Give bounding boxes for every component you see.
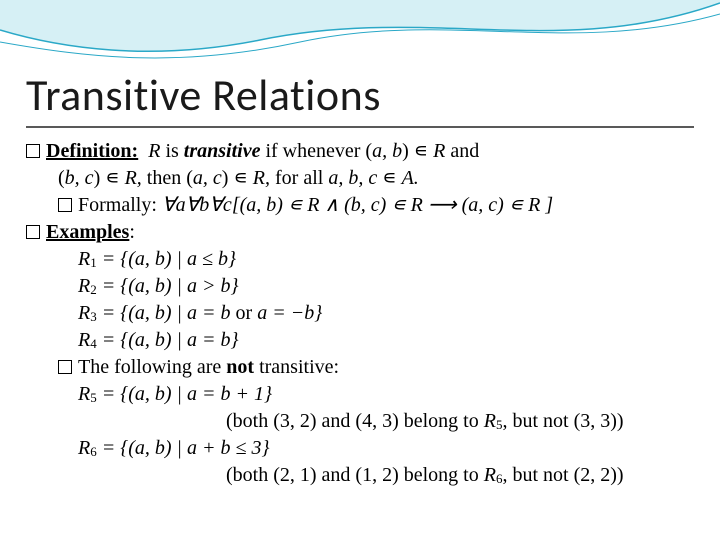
r-symbol: R	[78, 437, 90, 459]
def-text: R	[148, 140, 160, 162]
definition-line-2: (b, c) ∊ R, then (a, c) ∊ R, for all a, …	[26, 165, 694, 192]
def-text: A.	[402, 167, 419, 189]
not-text: The following are	[78, 356, 226, 378]
def-text: R,	[125, 167, 142, 189]
formally-label: Formally:	[78, 194, 162, 216]
not-transitive-header: The following are not transitive:	[26, 354, 694, 381]
square-bullet-icon	[58, 360, 72, 374]
r-body: = {(a, b) | a = b	[97, 302, 236, 324]
def-text: transitive	[184, 140, 261, 162]
formally-line: Formally: ∀a∀b∀c[(a, b) ∊ R ∧ (b, c) ∊ R…	[26, 192, 694, 219]
formally-body: ∀a∀b∀c[(a, b) ∊ R ∧ (b, c) ∊ R ⟶ (a, c) …	[162, 194, 553, 216]
def-text: a, b	[372, 140, 402, 162]
example-r6: R6 = {(a, b) | a + b ≤ 3}	[26, 435, 694, 462]
definition-line-1: Definition: R is transitive if whenever …	[26, 138, 694, 165]
r-body: = {(a, b) | a ≤ b}	[97, 248, 236, 270]
def-text: and	[445, 140, 479, 162]
square-bullet-icon	[26, 225, 40, 239]
explain-text: , but not (2, 2))	[502, 464, 623, 486]
r-symbol: R	[484, 410, 496, 432]
r-symbol: R	[78, 383, 90, 405]
r-body: = {(a, b) | a = b}	[97, 329, 239, 351]
square-bullet-icon	[26, 144, 40, 158]
def-text: then (	[142, 167, 193, 189]
explain-text: , but not (3, 3))	[502, 410, 623, 432]
def-text: ) ∊	[222, 167, 253, 189]
slide-content: Transitive Relations Definition: R is tr…	[0, 0, 720, 489]
body-block: Definition: R is transitive if whenever …	[26, 138, 694, 489]
def-text: if whenever (	[260, 140, 372, 162]
example-r3: R3 = {(a, b) | a = b or a = −b}	[26, 300, 694, 327]
example-r4: R4 = {(a, b) | a = b}	[26, 327, 694, 354]
def-text: (	[58, 167, 65, 189]
r-body: = {(a, b) | a + b ≤ 3}	[97, 437, 270, 459]
def-text: is	[160, 140, 183, 162]
r-body: = {(a, b) | a > b}	[97, 275, 239, 297]
example-r5-explain: (both (3, 2) and (4, 3) belong to R5, bu…	[26, 408, 694, 435]
square-bullet-icon	[58, 198, 72, 212]
r-symbol: R	[78, 275, 90, 297]
not-text: not	[226, 356, 254, 378]
def-text: ) ∊	[94, 167, 125, 189]
examples-label: Examples	[46, 221, 129, 243]
r-body: = {(a, b) | a = b + 1}	[97, 383, 272, 405]
r-symbol: R	[78, 329, 90, 351]
example-r2: R2 = {(a, b) | a > b}	[26, 273, 694, 300]
not-text: transitive:	[254, 356, 339, 378]
def-text: ∊	[377, 167, 401, 189]
r-symbol: R	[484, 464, 496, 486]
def-text: a, c	[193, 167, 222, 189]
def-text: R,	[253, 167, 270, 189]
r-symbol: R	[78, 302, 90, 324]
def-text: for all	[270, 167, 328, 189]
slide-title: Transitive Relations	[26, 68, 694, 128]
example-r6-explain: (both (2, 1) and (1, 2) belong to R6, bu…	[26, 462, 694, 489]
def-text: R	[433, 140, 445, 162]
r-body: a = −b}	[252, 302, 322, 324]
def-text: a, b, c	[328, 167, 377, 189]
example-r1: R1 = {(a, b) | a ≤ b}	[26, 246, 694, 273]
examples-colon: :	[129, 221, 135, 243]
explain-text: (both (2, 1) and (1, 2) belong to	[226, 464, 484, 486]
definition-label: Definition:	[46, 140, 138, 162]
or-text: or	[236, 302, 253, 324]
def-text: b, c	[65, 167, 94, 189]
examples-header: Examples:	[26, 219, 694, 246]
example-r5: R5 = {(a, b) | a = b + 1}	[26, 381, 694, 408]
explain-text: (both (3, 2) and (4, 3) belong to	[226, 410, 484, 432]
r-symbol: R	[78, 248, 90, 270]
def-text: ) ∊	[402, 140, 433, 162]
